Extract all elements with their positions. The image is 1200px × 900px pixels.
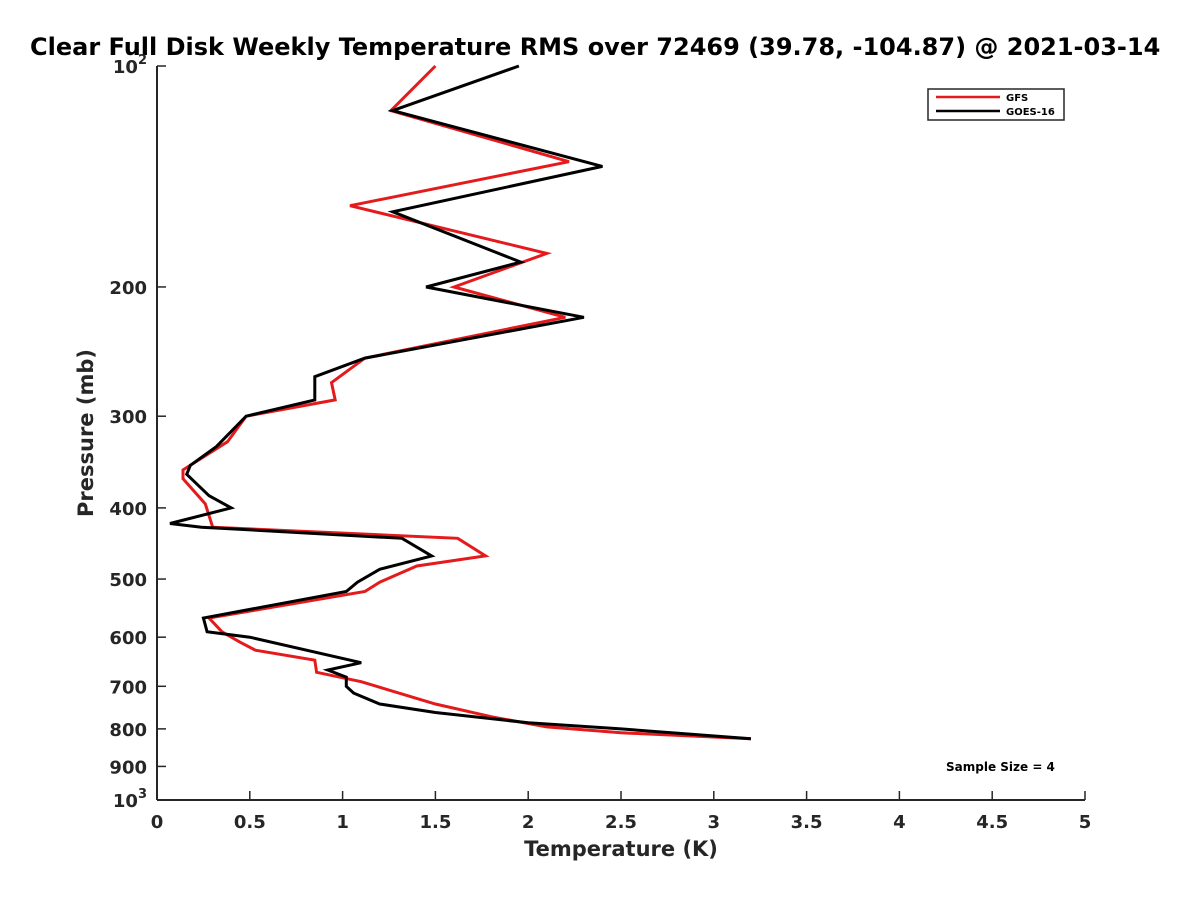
y-tick-label: 700	[109, 677, 147, 698]
x-axis-label: Temperature (K)	[524, 837, 718, 861]
x-ticks: 0 0.5 1 1.5 2 2.5 3 3.5 4 4.5 5	[151, 791, 1092, 833]
y-tick-base: 10	[113, 791, 138, 812]
x-tick-label: 2.5	[605, 812, 637, 833]
legend-box	[927, 88, 1065, 121]
series-layer	[169, 64, 752, 741]
series-line-goes16	[169, 64, 752, 741]
sample-size-annotation: Sample Size = 4	[946, 760, 1055, 774]
y-tick-base: 10	[113, 57, 138, 78]
x-tick-label: 4.5	[976, 812, 1008, 833]
x-tick-label: 0	[151, 812, 164, 833]
chart-title: Clear Full Disk Weekly Temperature RMS o…	[30, 33, 1160, 61]
x-tick-label: 5	[1079, 812, 1092, 833]
legend: GFS GOES-16	[927, 88, 1065, 121]
y-tick-label: 900	[109, 757, 147, 778]
x-tick-label: 3.5	[791, 812, 823, 833]
plot-area	[157, 66, 1085, 800]
x-tick-label: 1.5	[419, 812, 451, 833]
x-tick-label: 2	[522, 812, 535, 833]
y-axis-label: Pressure (mb)	[74, 349, 98, 517]
x-tick-label: 1	[336, 812, 349, 833]
legend-label-goes16: GOES-16	[1006, 107, 1055, 118]
y-tick-label: 800	[109, 720, 147, 741]
y-tick-label: 102	[113, 53, 147, 78]
y-tick-label: 400	[109, 499, 147, 520]
x-tick-label: 4	[893, 812, 906, 833]
y-tick-label: 103	[113, 787, 147, 812]
y-tick-label: 300	[109, 407, 147, 428]
y-tick-label: 200	[109, 278, 147, 299]
legend-label-gfs: GFS	[1006, 93, 1028, 104]
x-tick-label: 0.5	[234, 812, 266, 833]
y-tick-exponent: 2	[138, 53, 147, 68]
x-tick-label: 3	[708, 812, 721, 833]
y-tick-exponent: 3	[138, 787, 147, 802]
y-tick-label: 500	[109, 570, 147, 591]
y-tick-label: 600	[109, 628, 147, 649]
